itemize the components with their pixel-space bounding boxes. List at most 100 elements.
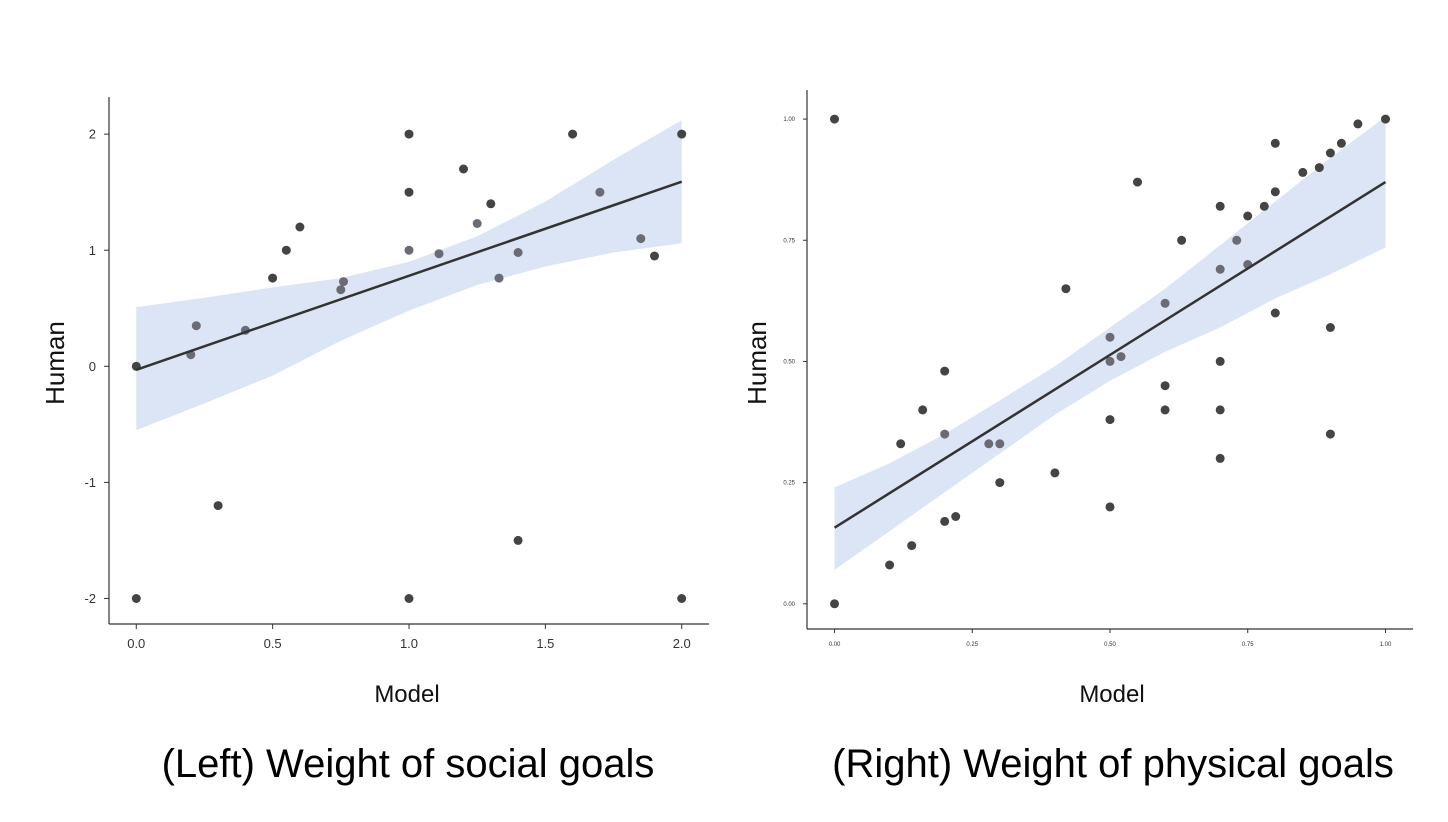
x-tick-label: 1.00: [1380, 642, 1392, 648]
data-point: [995, 439, 1005, 449]
data-point: [1215, 264, 1225, 274]
y-tick-label: 0.75: [783, 238, 795, 244]
data-point: [650, 251, 659, 261]
confidence-band: [834, 116, 1386, 570]
data-point: [1105, 502, 1115, 512]
data-point: [1215, 405, 1225, 415]
data-point: [1160, 405, 1170, 415]
data-point: [1160, 381, 1170, 391]
y-tick-label: 1: [89, 243, 96, 258]
data-point: [281, 245, 291, 255]
x-tick-label: 0.0: [127, 636, 145, 651]
data-point: [830, 114, 839, 124]
data-point: [1259, 201, 1269, 211]
data-point: [907, 541, 917, 551]
data-point: [472, 219, 482, 228]
data-point: [1381, 114, 1390, 124]
data-point: [404, 129, 414, 139]
y-axis-title: Human: [40, 321, 70, 405]
data-point: [918, 405, 928, 415]
x-tick-label: 2.0: [673, 636, 691, 651]
data-point: [885, 560, 895, 570]
data-point: [995, 478, 1005, 488]
y-tick-label: 0.50: [783, 360, 795, 366]
data-point: [336, 285, 346, 295]
x-tick-label: 0.50: [1104, 642, 1116, 648]
data-point: [677, 594, 687, 603]
caption-right: (Right) Weight of physical goals: [832, 742, 1394, 786]
data-point: [131, 594, 141, 603]
data-point: [486, 199, 496, 209]
data-point: [984, 439, 994, 449]
chart-left-social-goals: 0.0 0.5 1.0 1.5 2.0 -2 -1 0 1 2 Model Human: [40, 97, 709, 708]
x-tick-label: 0.25: [966, 642, 978, 648]
data-point: [1336, 138, 1346, 148]
y-tick-label: -1: [84, 475, 96, 490]
data-point: [191, 321, 201, 331]
x-tick-label: 1.5: [536, 636, 554, 651]
data-point: [1325, 429, 1335, 439]
data-point: [1105, 415, 1115, 425]
caption-left: (Left) Weight of social goals: [161, 742, 655, 786]
data-point: [1177, 235, 1187, 245]
data-point: [295, 222, 305, 232]
data-point: [1215, 453, 1225, 463]
data-point: [595, 187, 605, 197]
data-point: [459, 164, 468, 174]
regression-line: [135, 180, 683, 371]
data-point: [1105, 332, 1115, 342]
data-point: [1314, 163, 1324, 173]
data-point: [434, 249, 444, 259]
data-point: [213, 501, 223, 511]
data-point: [636, 234, 646, 244]
data-point: [1215, 201, 1225, 211]
data-point: [940, 516, 950, 526]
data-point: [1215, 356, 1225, 366]
data-point: [1243, 211, 1253, 221]
data-point: [1050, 468, 1060, 478]
data-point: [1270, 308, 1280, 318]
data-point: [404, 245, 414, 255]
data-point: [1325, 148, 1335, 158]
data-point: [513, 535, 523, 545]
data-point: [404, 187, 414, 197]
data-point: [1160, 298, 1170, 308]
data-point: [830, 599, 839, 609]
data-point: [940, 429, 950, 439]
data-point: [268, 273, 278, 283]
x-tick-label: 0.75: [1242, 642, 1254, 648]
y-tick-label: 0.25: [783, 481, 795, 487]
data-point: [1061, 284, 1071, 294]
data-point: [513, 248, 523, 257]
data-point: [1232, 235, 1242, 245]
data-point: [896, 439, 906, 449]
data-point: [568, 129, 578, 139]
data-point: [1133, 177, 1142, 187]
y-tick-label: 1.00: [783, 117, 795, 123]
chart-right-physical-goals: 0.00 0.25 0.50 0.75 1.00 0.00 0.25 0.50 0.75 1.00…: [742, 90, 1413, 708]
y-axis-title: Human: [742, 321, 772, 405]
data-point: [940, 366, 950, 376]
data-point: [404, 594, 414, 603]
y-tick-label: 0.00: [783, 602, 795, 608]
data-point: [339, 277, 348, 287]
data-point: [951, 512, 961, 521]
regression-line: [833, 181, 1387, 529]
data-point: [1353, 119, 1363, 129]
x-axis-title: Model: [374, 681, 439, 708]
x-axis-title: Model: [1079, 681, 1144, 708]
data-point: [1105, 356, 1115, 366]
y-tick-label: -2: [84, 591, 96, 606]
x-tick-label: 1.0: [400, 636, 418, 651]
data-point: [1298, 167, 1308, 177]
data-point: [1325, 323, 1335, 332]
y-tick-label: 0: [89, 359, 96, 374]
data-point: [1270, 187, 1280, 197]
y-tick-label: 2: [89, 127, 96, 142]
data-point: [494, 273, 504, 283]
data-point: [1116, 352, 1126, 362]
x-tick-label: 0.5: [264, 636, 282, 651]
x-tick-label: 0.00: [829, 642, 841, 648]
data-point: [1270, 138, 1280, 148]
